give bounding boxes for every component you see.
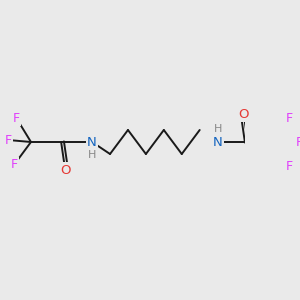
Text: H: H bbox=[213, 124, 222, 134]
Text: F: F bbox=[11, 158, 18, 170]
Text: O: O bbox=[60, 164, 70, 176]
Text: F: F bbox=[296, 136, 300, 148]
Text: O: O bbox=[238, 107, 249, 121]
Text: F: F bbox=[13, 112, 20, 124]
Text: F: F bbox=[4, 134, 12, 146]
Text: H: H bbox=[88, 150, 96, 160]
Text: N: N bbox=[87, 136, 97, 148]
Text: N: N bbox=[213, 136, 223, 148]
Text: F: F bbox=[286, 160, 293, 172]
Text: F: F bbox=[286, 112, 293, 124]
